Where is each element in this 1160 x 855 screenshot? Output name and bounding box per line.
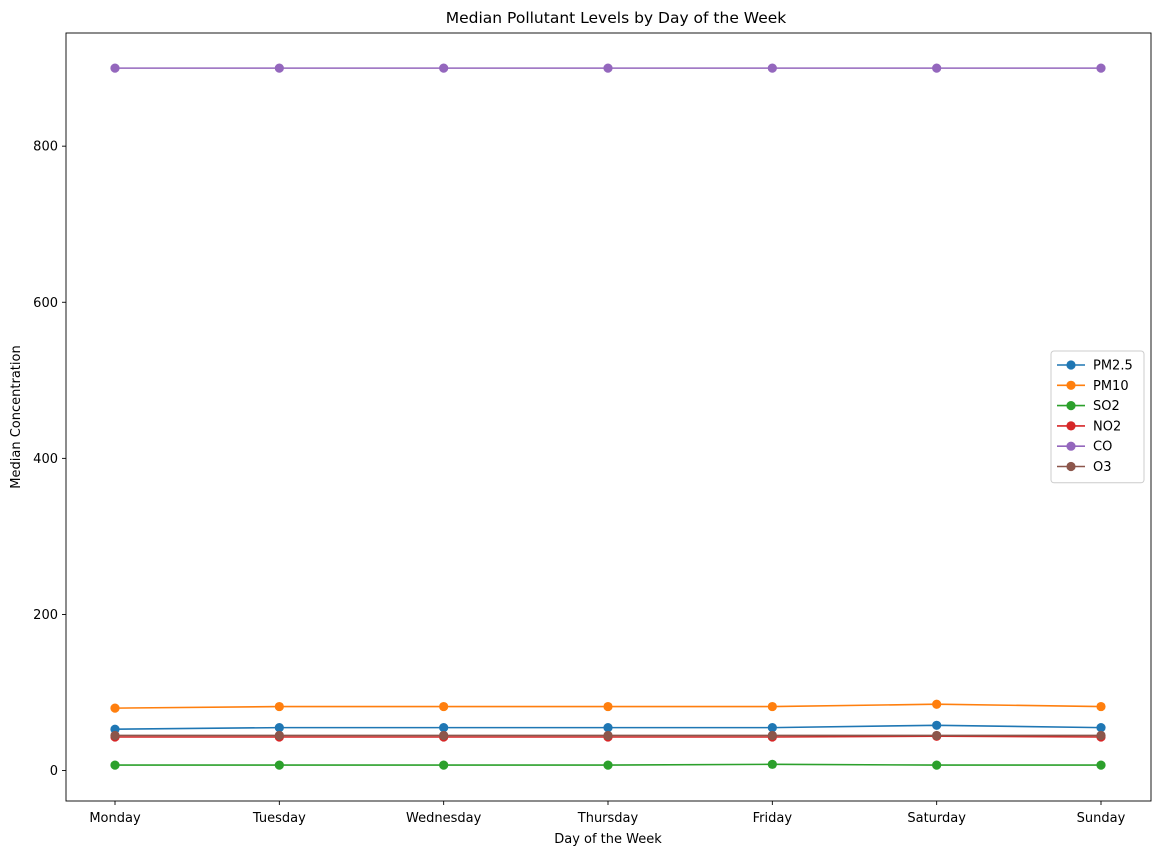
series-so2	[110, 759, 1106, 770]
point-co-wednesday	[439, 63, 449, 73]
point-pm10-saturday	[932, 699, 942, 709]
point-pm2-5-wednesday	[439, 723, 449, 733]
point-pm10-friday	[767, 701, 777, 712]
point-pm2-5-sunday	[1096, 723, 1106, 733]
point-so2-friday	[767, 759, 777, 769]
point-o3-saturday	[932, 730, 942, 741]
point-pm10-monday	[110, 703, 120, 713]
x-tick-label-friday: Friday	[753, 811, 793, 826]
point-pm10-sunday	[1096, 701, 1106, 712]
point-pm10-thursday	[603, 701, 613, 712]
point-pm2-5-thursday	[603, 723, 613, 733]
legend-label-o3: O3	[1093, 460, 1112, 475]
plot-area	[110, 63, 1106, 770]
point-co-monday	[110, 63, 120, 73]
point-so2-tuesday	[274, 760, 284, 770]
legend-marker-pm10	[1066, 380, 1076, 390]
legend-label-pm10: PM10	[1093, 379, 1129, 394]
point-co-tuesday	[274, 63, 284, 73]
point-pm2-5-saturday	[932, 720, 942, 730]
legend-label-pm2-5: PM2.5	[1093, 359, 1133, 374]
x-tick-label-tuesday: Tuesday	[252, 811, 306, 826]
point-co-thursday	[603, 63, 613, 73]
legend: PM2.5 PM10 SO2 NO2 CO O3	[1050, 350, 1145, 484]
y-tick-label-400: 400	[33, 452, 58, 467]
point-so2-thursday	[603, 760, 613, 770]
point-o3-sunday	[1096, 730, 1106, 741]
point-o3-tuesday	[274, 730, 284, 741]
point-so2-wednesday	[439, 760, 449, 770]
x-tick-label-wednesday: Wednesday	[406, 811, 482, 826]
point-pm2-5-tuesday	[274, 723, 284, 733]
y-axis-label: Median Concentration	[9, 345, 24, 488]
y-tick-label-200: 200	[33, 608, 58, 623]
legend-label-so2: SO2	[1093, 399, 1120, 414]
legend-marker-co	[1066, 441, 1076, 451]
point-co-sunday	[1096, 63, 1106, 73]
chart-title: Median Pollutant Levels by Day of the We…	[446, 9, 787, 27]
legend-marker-pm2-5	[1066, 360, 1076, 370]
legend-label-no2: NO2	[1093, 419, 1121, 434]
x-tick-label-saturday: Saturday	[907, 811, 966, 826]
series-o3	[110, 730, 1106, 741]
point-o3-wednesday	[439, 730, 449, 741]
series-co	[110, 63, 1106, 73]
point-pm10-wednesday	[439, 701, 449, 712]
legend-label-co: CO	[1093, 440, 1112, 455]
point-so2-saturday	[932, 760, 942, 770]
legend-marker-no2	[1066, 421, 1076, 431]
y-tick-label-800: 800	[33, 140, 58, 155]
series-pm10	[110, 699, 1106, 713]
point-o3-friday	[767, 730, 777, 741]
legend-marker-o3	[1066, 461, 1076, 472]
point-o3-thursday	[603, 730, 613, 741]
y-axis: 0 200 400 600 800	[33, 140, 66, 779]
x-axis-label: Day of the Week	[554, 832, 662, 847]
point-o3-monday	[110, 730, 120, 741]
axes-frame	[65, 32, 1152, 802]
point-pm2-5-friday	[767, 723, 777, 733]
x-axis: Monday Tuesday Wednesday Thursday Friday Satu…	[89, 801, 1126, 826]
x-tick-label-monday: Monday	[89, 811, 141, 826]
x-tick-label-sunday: Sunday	[1077, 811, 1126, 826]
point-co-saturday	[932, 63, 942, 73]
y-tick-label-600: 600	[33, 296, 58, 311]
point-pm10-tuesday	[274, 701, 284, 712]
y-tick-label-0: 0	[50, 764, 58, 779]
point-so2-monday	[110, 760, 120, 770]
x-tick-label-thursday: Thursday	[577, 811, 639, 826]
legend-marker-so2	[1066, 401, 1076, 411]
point-so2-sunday	[1096, 760, 1106, 770]
point-co-friday	[767, 63, 777, 73]
